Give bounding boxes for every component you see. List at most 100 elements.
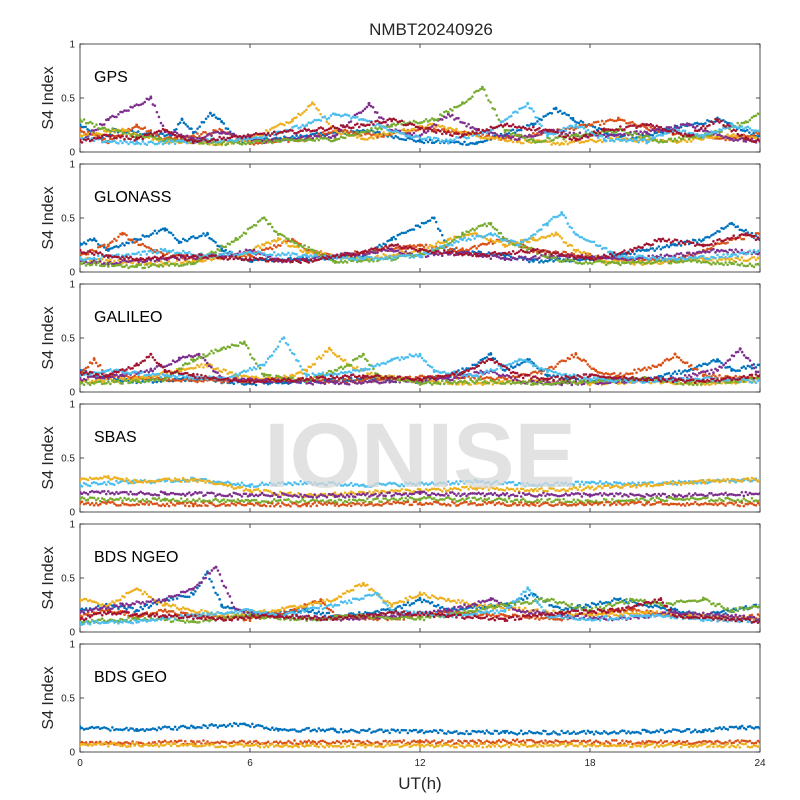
data-point [663, 257, 667, 260]
data-point [538, 126, 541, 130]
data-point [523, 250, 527, 254]
data-point [121, 134, 124, 138]
data-point [410, 136, 414, 139]
data-point [453, 118, 456, 121]
data-point [750, 137, 754, 141]
data-point [309, 103, 312, 107]
data-point [673, 139, 677, 143]
data-point [153, 131, 157, 134]
data-point [301, 256, 304, 259]
data-point [396, 254, 400, 258]
data-point [750, 140, 754, 143]
data-point [366, 138, 369, 141]
data-point [519, 141, 523, 145]
panel-dots [80, 211, 760, 270]
data-point [125, 253, 128, 256]
data-point [706, 235, 709, 239]
data-point [408, 245, 412, 249]
data-point [333, 259, 337, 263]
data-point [177, 258, 181, 262]
data-point [679, 139, 683, 143]
data-point [309, 258, 313, 262]
data-point [459, 131, 462, 134]
data-point [236, 253, 240, 257]
data-point [319, 112, 322, 116]
data-point [491, 136, 495, 140]
data-point [214, 140, 217, 144]
data-point [115, 263, 118, 267]
data-point [329, 254, 333, 258]
data-point [258, 141, 262, 144]
data-point [657, 245, 661, 248]
data-point [258, 246, 262, 249]
data-point [708, 250, 711, 254]
data-point [376, 122, 379, 126]
data-point [244, 138, 248, 142]
data-point [758, 128, 760, 132]
data-point [173, 264, 177, 267]
data-point [299, 244, 302, 247]
data-point [127, 131, 130, 135]
data-point [681, 123, 685, 126]
data-point [374, 246, 377, 250]
data-point [527, 257, 531, 261]
data-point [726, 253, 729, 256]
data-point [513, 243, 517, 247]
data-point [80, 251, 84, 254]
data-point [293, 241, 296, 245]
data-point [645, 256, 648, 260]
data-point [734, 134, 738, 138]
data-point [560, 236, 564, 240]
data-point [422, 120, 426, 123]
data-point [574, 123, 578, 127]
data-point [667, 245, 671, 249]
data-point [398, 131, 402, 135]
data-point [548, 132, 551, 135]
data-point [434, 252, 438, 256]
data-point [117, 263, 120, 267]
data-point [106, 248, 110, 252]
data-point [720, 258, 723, 262]
data-point [568, 225, 572, 229]
data-point [487, 239, 491, 242]
data-point [412, 254, 416, 257]
data-point [317, 258, 321, 261]
data-point [550, 256, 553, 260]
data-point [710, 120, 713, 123]
data-point [736, 136, 740, 139]
data-point [556, 110, 560, 114]
data-point [639, 130, 642, 133]
data-point [121, 110, 124, 114]
data-point [627, 125, 630, 128]
data-point [94, 261, 98, 264]
data-point [295, 116, 298, 119]
data-point [754, 258, 758, 262]
data-point [544, 236, 547, 239]
data-point [687, 242, 691, 246]
data-point [382, 135, 385, 138]
data-point [568, 137, 572, 141]
data-point [710, 255, 713, 259]
data-point [187, 141, 191, 145]
data-point [204, 117, 208, 121]
data-point [123, 137, 126, 141]
data-point [734, 225, 738, 229]
data-point [268, 253, 272, 257]
data-point [256, 139, 260, 143]
data-point [566, 253, 570, 256]
data-point [534, 233, 537, 236]
data-point [647, 243, 650, 246]
data-point [323, 256, 327, 260]
data-point [459, 103, 462, 107]
data-point [673, 257, 677, 261]
data-point [621, 139, 624, 142]
data-point [88, 132, 92, 136]
data-point [109, 262, 112, 265]
data-point [161, 262, 165, 265]
data-point [602, 253, 606, 257]
data-point [461, 253, 464, 257]
data-point [262, 248, 266, 252]
data-point [641, 263, 644, 267]
data-point [121, 131, 124, 135]
data-point [501, 251, 505, 255]
